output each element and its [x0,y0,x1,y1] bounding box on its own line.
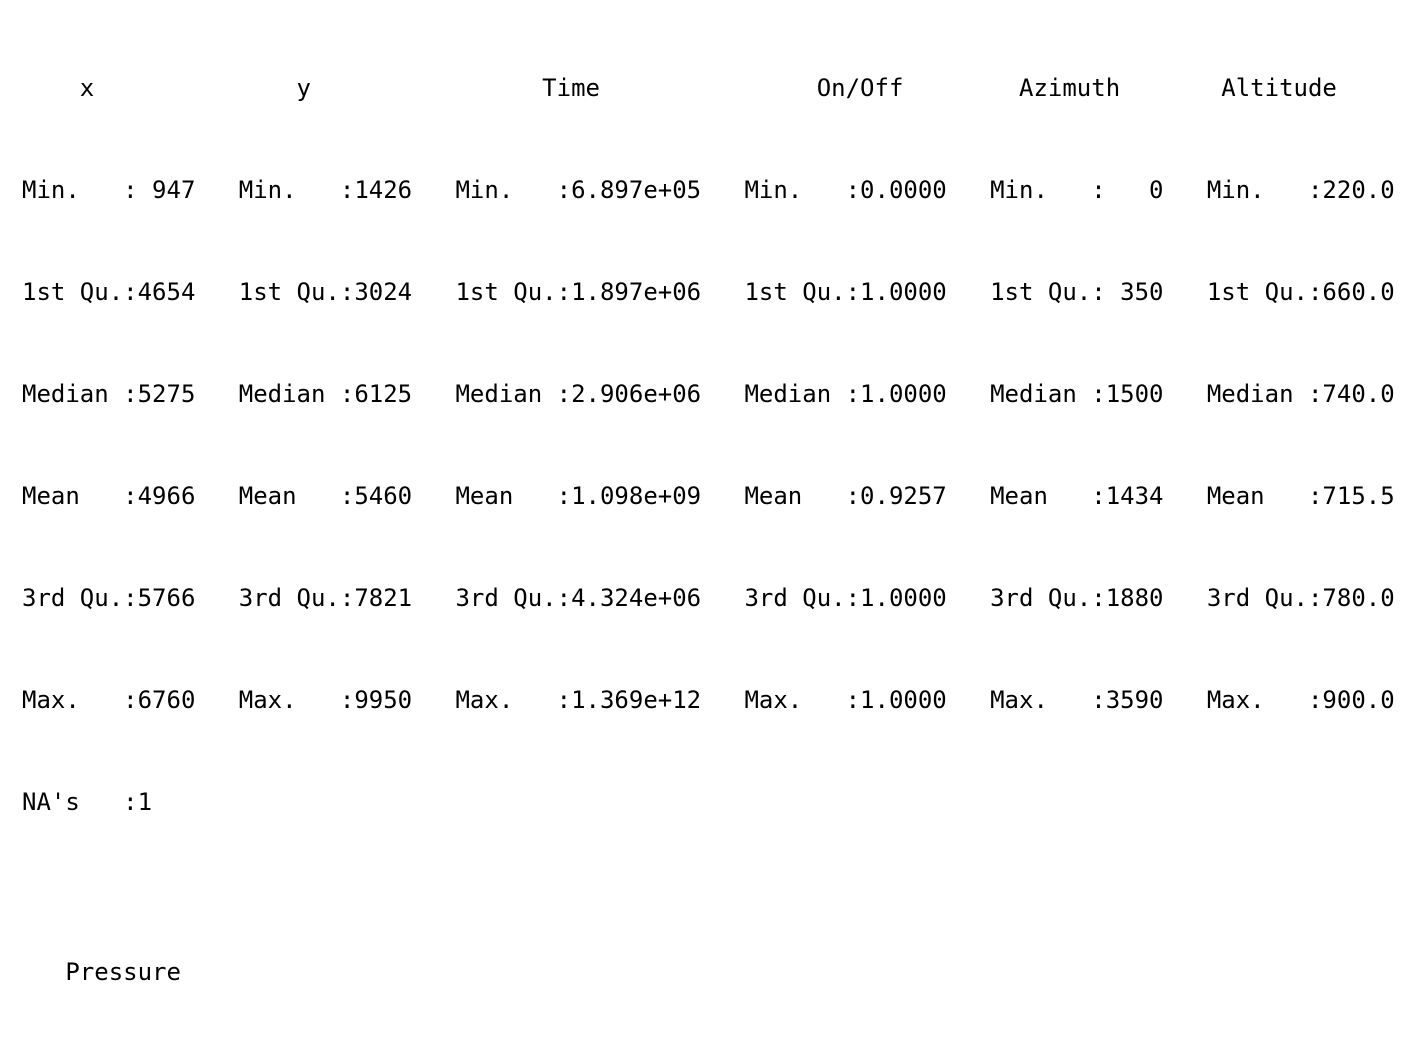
summary-row-3rd-qu: 3rd Qu.:5766 3rd Qu.:7821 3rd Qu.:4.324e… [22,584,1395,612]
summary-block-1: x y Time On/Off Azimuth Altitude Min. : … [22,3,1395,887]
summary-row-mean: Mean :4966 Mean :5460 Mean :1.098e+09 Me… [22,482,1395,510]
summary-row-min: Min. : 947 Min. :1426 Min. :6.897e+05 Mi… [22,176,1395,204]
summary-row-nas: NA's :1 [22,788,153,816]
console-output: x y Time On/Off Azimuth Altitude Min. : … [22,3,1395,1044]
summary-row-max: Max. :6760 Max. :9950 Max. :1.369e+12 Ma… [22,686,1395,714]
summary-block-2: Pressure Min. : 0 1st Qu.: 865 Median :1… [22,887,1395,1044]
summary-row-median: Median :5275 Median :6125 Median :2.906e… [22,380,1395,408]
summary-header-row: Pressure [22,958,181,986]
summary-header-row: x y Time On/Off Azimuth Altitude [22,74,1337,102]
summary-row-1st-qu: 1st Qu.:4654 1st Qu.:3024 1st Qu.:1.897e… [22,278,1395,306]
